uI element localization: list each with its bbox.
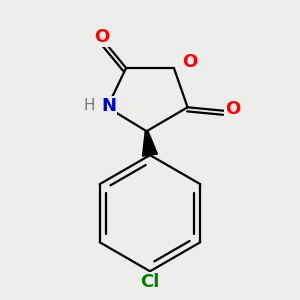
Text: O: O (225, 100, 241, 118)
Text: O: O (182, 53, 197, 71)
Text: H: H (84, 98, 95, 113)
Text: N: N (101, 97, 116, 115)
Text: Cl: Cl (140, 272, 160, 290)
Polygon shape (142, 131, 158, 156)
Text: O: O (94, 28, 110, 46)
